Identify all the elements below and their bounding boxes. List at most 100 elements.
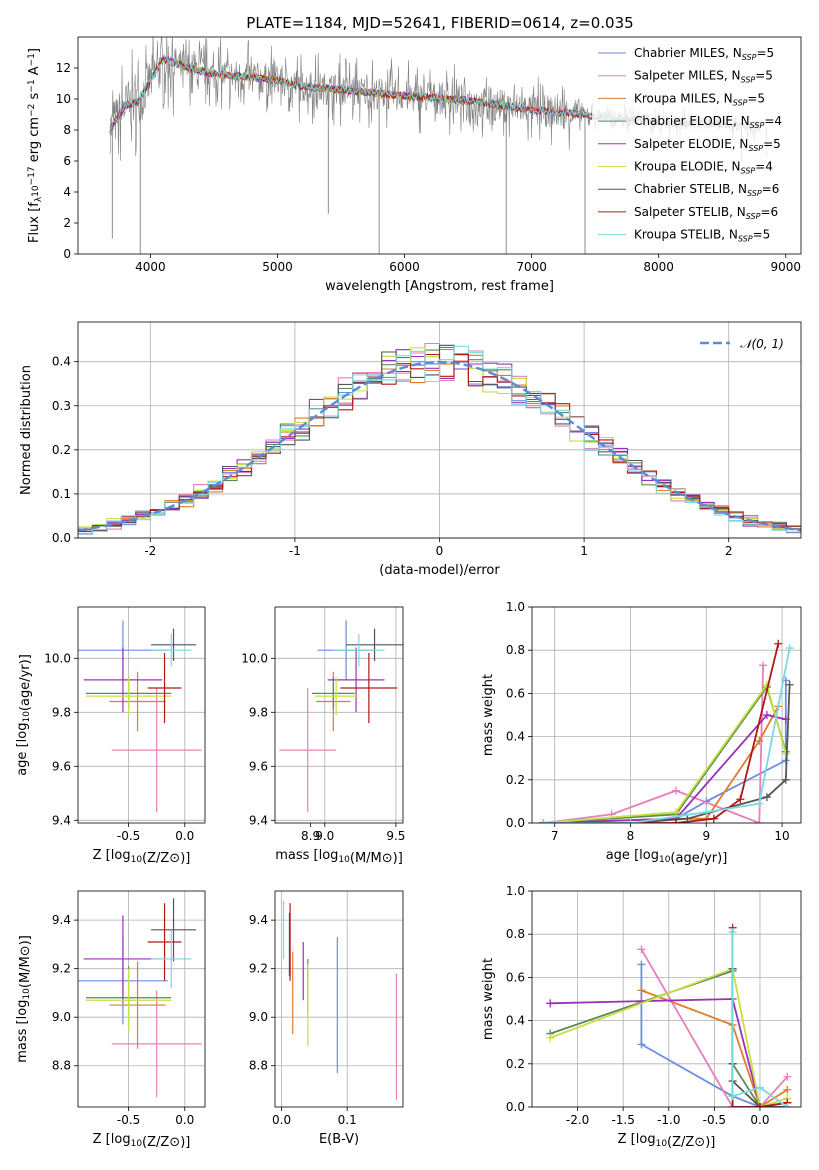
y-tick-label: 9.4 xyxy=(249,913,268,927)
y-axis-label: mass weight xyxy=(481,958,496,1040)
mass-weight-point xyxy=(762,711,771,719)
mass-weight-point xyxy=(781,775,790,784)
y-axis-label: mass [log10(M/M⊙)] xyxy=(15,935,33,1063)
plot-area xyxy=(279,620,403,813)
x-tick-label: -0.5 xyxy=(117,829,140,843)
y-tick-label: 9.2 xyxy=(249,962,268,976)
y-tick-label: 10.0 xyxy=(241,651,268,665)
y-tick-label: 10.0 xyxy=(44,651,71,665)
y-tick-label: 6 xyxy=(63,154,71,168)
mass-weight-point xyxy=(671,786,680,795)
x-axis-label: age [log10(age/yr)] xyxy=(606,848,728,866)
x-axis-label: wavelength [Angstrom, rest frame] xyxy=(325,279,554,294)
x-tick-label: -1.5 xyxy=(611,1113,634,1127)
x-tick-label: -2.0 xyxy=(566,1113,589,1127)
x-tick-label: 0.1 xyxy=(338,1113,357,1127)
y-tick-label: 0.6 xyxy=(506,970,525,984)
y-tick-label: 1.0 xyxy=(506,600,525,614)
x-tick-label: 7 xyxy=(551,829,559,843)
x-tick-label: 6000 xyxy=(389,260,420,274)
mass-weight-point xyxy=(637,945,646,954)
plot-area xyxy=(78,898,202,1098)
y-tick-label: 0.8 xyxy=(506,643,525,657)
y-axis-label: age [log10(age/yr)] xyxy=(15,654,33,776)
y-tick-label: 9.0 xyxy=(52,1010,71,1024)
plot-area xyxy=(546,923,792,1107)
mass-weight-point xyxy=(546,999,555,1008)
x-tick-label: 0.0 xyxy=(175,1113,194,1127)
plot-area xyxy=(78,620,202,813)
panel-weight_vs_age: 7 8 9 10 0.0 0.2 0.4 0.6 0.8 1.0 age [log10(age/yr… xyxy=(481,600,802,866)
mass-weight-line xyxy=(549,967,788,1107)
y-tick-label: 0.4 xyxy=(52,355,71,369)
mass-weight-point xyxy=(783,1085,792,1094)
mass-weight-point xyxy=(774,639,783,648)
x-tick-label: 0.0 xyxy=(272,1113,291,1127)
y-tick-label: 0.0 xyxy=(52,531,71,545)
y-tick-label: 0.2 xyxy=(506,773,525,787)
legend-label: Chabrier ELODIE, NSSP=4 xyxy=(634,114,782,130)
plot-area xyxy=(539,639,794,823)
x-tick-label: 8 xyxy=(627,829,635,843)
mass-weight-point xyxy=(637,960,646,969)
mass-weight-point xyxy=(671,819,680,823)
legend-label: 𝒩(0, 1) xyxy=(740,337,784,351)
plot-area xyxy=(282,900,398,1100)
y-axis-label: Flux [fλ10−17 erg cm−2 s−1 A−1] xyxy=(27,48,44,243)
y-tick-label: 10 xyxy=(56,92,71,106)
y-tick-label: 2 xyxy=(63,216,71,230)
mass-weight-point xyxy=(702,808,711,817)
figure-title: PLATE=1184, MJD=52641, FIBERID=0614, z=0… xyxy=(246,14,633,32)
y-axis-label: Normed distribution xyxy=(19,365,34,495)
axes-frame xyxy=(77,606,206,824)
axes-frame xyxy=(274,890,404,1108)
x-tick-label: 0.0 xyxy=(750,1113,769,1127)
mass-weight-point xyxy=(755,736,764,745)
panel-spectrum: 4000 5000 6000 7000 8000 9000 0 2 4 6 8 10 12 wavelen… xyxy=(27,36,802,294)
y-tick-label: 0.3 xyxy=(52,399,71,413)
panel-age_vs_Z: -0.5 0.0 9.4 9.6 9.8 10.0 Z [log10(Z/Z⊙)] age [… xyxy=(15,606,206,866)
x-tick-label: 1 xyxy=(580,544,588,558)
mass-weight-point xyxy=(728,1092,737,1101)
x-tick-label: 9 xyxy=(702,829,710,843)
legend-label: Salpeter MILES, NSSP=5 xyxy=(634,69,773,85)
mass-weight-point xyxy=(626,819,635,823)
mass-weight-point xyxy=(709,814,718,823)
legend-label: Kroupa ELODIE, NSSP=4 xyxy=(634,160,773,176)
x-tick-label: 0.0 xyxy=(175,829,194,843)
axes-frame xyxy=(531,606,802,824)
legend-label: Kroupa STELIB, NSSP=5 xyxy=(634,228,770,244)
y-tick-label: 0.2 xyxy=(52,443,71,457)
mass-weight-line xyxy=(640,948,788,1107)
mass-weight-point xyxy=(755,819,764,823)
x-tick-label: -1 xyxy=(289,544,301,558)
y-tick-label: 9.4 xyxy=(52,813,71,827)
mass-weight-point xyxy=(783,1072,792,1081)
mass-weight-point xyxy=(759,661,768,670)
mass-weight-point xyxy=(539,819,548,823)
mass-weight-point xyxy=(785,680,794,689)
x-tick-label: 7000 xyxy=(516,260,547,274)
mass-weight-line xyxy=(543,665,764,823)
x-tick-label: 8.9 xyxy=(301,829,320,843)
x-tick-label: 2 xyxy=(725,544,733,558)
legend-label: Salpeter ELODIE, NSSP=5 xyxy=(634,137,781,153)
x-axis-label: E(B-V) xyxy=(319,1132,359,1147)
mass-weight-point xyxy=(736,795,745,804)
legend-label: Chabrier STELIB, NSSP=6 xyxy=(634,182,779,198)
y-tick-label: 0.6 xyxy=(506,686,525,700)
axes-frame xyxy=(77,321,802,539)
mass-weight-point xyxy=(755,799,764,808)
y-tick-label: 9.6 xyxy=(52,759,71,773)
mass-weight-point xyxy=(637,986,646,995)
legend-label: Salpeter STELIB, NSSP=6 xyxy=(634,205,778,221)
x-axis-label: Z [log10(Z/Z⊙)] xyxy=(93,1132,191,1150)
x-tick-label: -0.5 xyxy=(117,1113,140,1127)
mass-weight-line xyxy=(543,647,791,823)
mass-weight-point xyxy=(728,928,737,937)
mass-weight-point xyxy=(755,1103,764,1107)
y-tick-label: 9.2 xyxy=(52,962,71,976)
gaussian-curve xyxy=(78,360,801,532)
panel-weight_vs_Z: -2.0 -1.5 -1.0 -0.5 0.0 0.0 0.2 0.4 0.6 0.8 1.0 Z [… xyxy=(481,884,802,1150)
